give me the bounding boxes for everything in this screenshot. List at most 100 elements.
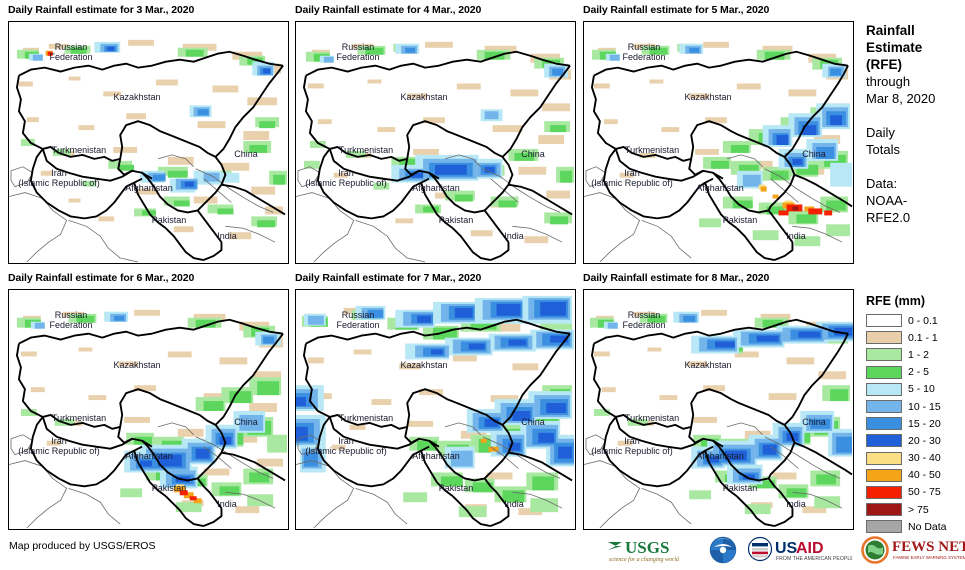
country-label-china: China — [802, 149, 826, 159]
map-credit: Map produced by USGS/EROS — [9, 540, 156, 552]
country-label-china: China — [234, 149, 258, 159]
country-borders — [296, 318, 573, 529]
map-panel-5-mar: Daily Rainfall estimate for 5 Mar., 2020 — [583, 4, 854, 264]
map-panel-8-mar: Daily Rainfall estimate for 8 Mar., 2020 — [583, 272, 854, 530]
legend-label: 40 - 50 — [908, 469, 941, 482]
sidebar-through-date: Mar 8, 2020 — [866, 91, 936, 106]
legend-item: 30 - 40 — [866, 450, 965, 467]
sidebar-data-line3: RFE2.0 — [866, 210, 911, 225]
country-label-turkmenistan: Turkmenistan — [338, 145, 394, 155]
legend-label: > 75 — [908, 503, 929, 516]
legend-swatch — [866, 451, 902, 465]
country-borders — [584, 318, 853, 529]
country-borders — [584, 50, 853, 263]
legend-label: 1 - 2 — [908, 348, 930, 361]
legend-item: 5 - 10 — [866, 381, 965, 398]
svg-text:US: US — [775, 540, 798, 557]
sidebar-title-line1: Rainfall — [866, 23, 915, 38]
country-label-iran: Iran (Islamic Republic of) — [18, 436, 100, 456]
map-frame[interactable]: Russian Federation Kazakhstan Turkmenista… — [583, 289, 854, 530]
legend-item: 10 - 15 — [866, 398, 965, 415]
country-label-afghanistan: Afghanistan — [696, 451, 744, 461]
sidebar-totals-line1: Daily — [866, 125, 895, 140]
legend-item: 0 - 0.1 — [866, 312, 965, 329]
svg-text:science for a changing world: science for a changing world — [609, 556, 680, 563]
country-label-india: India — [786, 231, 806, 241]
country-label-pakistan: Pakistan — [722, 483, 758, 493]
legend-label: 10 - 15 — [908, 400, 941, 413]
svg-text:FAMINE EARLY WARNING SYSTEMS N: FAMINE EARLY WARNING SYSTEMS NETWORK — [893, 555, 965, 560]
country-label-kazakhstan: Kazakhstan — [400, 92, 448, 102]
country-label-pakistan: Pakistan — [438, 215, 474, 225]
panel-title: Daily Rainfall estimate for 5 Mar., 2020 — [583, 4, 770, 16]
country-label-kazakhstan: Kazakhstan — [113, 92, 161, 102]
panel-title: Daily Rainfall estimate for 8 Mar., 2020 — [583, 272, 770, 284]
map-frame[interactable]: Russian Federation Kazakhstan Turkmenista… — [295, 289, 576, 530]
country-label-iran: Iran (Islamic Republic of) — [305, 436, 387, 456]
country-label-kazakhstan: Kazakhstan — [113, 360, 161, 370]
panel-title: Daily Rainfall estimate for 7 Mar., 2020 — [295, 272, 482, 284]
country-label-afghanistan: Afghanistan — [696, 183, 744, 193]
sidebar-spacer-2 — [866, 158, 965, 175]
legend-title: RFE (mm) — [866, 294, 926, 308]
country-label-afghanistan: Afghanistan — [412, 451, 460, 461]
map-frame[interactable]: Russian Federation Kazakhstan Turkmenista… — [295, 21, 576, 264]
legend-item: No Data — [866, 518, 965, 535]
country-label-pakistan: Pakistan — [151, 215, 187, 225]
legend-label: No Data — [908, 520, 947, 533]
sidebar-title-line3: (RFE) — [866, 57, 902, 72]
legend-label: 2 - 5 — [908, 366, 930, 379]
panel-title: Daily Rainfall estimate for 6 Mar., 2020 — [8, 272, 195, 284]
map-frame[interactable]: Russian Federation Kazakhstan Turkmenista… — [8, 21, 289, 264]
legend-item: 2 - 5 — [866, 364, 965, 381]
country-borders — [9, 318, 286, 529]
sidebar-data-line1: Data: — [866, 176, 898, 191]
country-label-kazakhstan: Kazakhstan — [684, 360, 732, 370]
usgs-logo[interactable]: USGS science for a changing world — [607, 537, 699, 568]
svg-text:AID: AID — [796, 540, 824, 557]
usaid-logo[interactable]: US AID FROM THE AMERICAN PEOPLE — [747, 536, 854, 569]
legend-item: 1 - 2 — [866, 346, 965, 363]
legend-label: 5 - 10 — [908, 383, 935, 396]
legend-swatch — [866, 348, 902, 362]
country-label-pakistan: Pakistan — [438, 483, 474, 493]
map-panel-7-mar: Daily Rainfall estimate for 7 Mar., 2020 — [295, 272, 576, 530]
country-label-iran: Iran (Islamic Republic of) — [305, 168, 387, 188]
legend-swatch — [866, 468, 902, 482]
country-label-china: China — [521, 417, 545, 427]
country-label-russian-federation: Russian Federation — [336, 310, 380, 330]
country-label-iran: Iran (Islamic Republic of) — [18, 168, 100, 188]
country-label-russian-federation: Russian Federation — [336, 42, 380, 62]
country-borders — [9, 50, 286, 263]
country-label-turkmenistan: Turkmenistan — [338, 413, 394, 423]
country-label-china: China — [802, 417, 826, 427]
map-frame[interactable]: Russian Federation Kazakhstan Turkmenista… — [583, 21, 854, 264]
legend-swatch — [866, 503, 902, 517]
country-label-india: India — [504, 499, 524, 509]
sidebar-through-label: through — [866, 74, 911, 89]
map-panel-3-mar: Daily Rainfall estimate for 3 Mar., 2020 — [8, 4, 289, 264]
country-label-pakistan: Pakistan — [151, 483, 187, 493]
map-frame[interactable]: Russian Federation Kazakhstan Turkmenista… — [8, 289, 289, 530]
map-panel-4-mar: Daily Rainfall estimate for 4 Mar., 2020 — [295, 4, 576, 264]
noaa-logo[interactable] — [708, 536, 738, 569]
country-label-afghanistan: Afghanistan — [412, 183, 460, 193]
legend-swatch — [866, 331, 902, 345]
fewsnet-logo[interactable]: FEWS NET FAMINE EARLY WARNING SYSTEMS NE… — [861, 536, 965, 569]
legend-item: > 75 — [866, 501, 965, 518]
country-label-india: India — [217, 499, 237, 509]
rfe-legend: RFE (mm) 0 - 0.1 0.1 - 1 1 - 2 2 - 5 5 - 10 1… — [866, 294, 965, 535]
legend-item: 40 - 50 — [866, 467, 965, 484]
country-label-india: India — [217, 231, 237, 241]
legend-swatch — [866, 434, 902, 448]
legend-swatch — [866, 314, 902, 328]
legend-label: 50 - 75 — [908, 486, 941, 499]
country-label-china: China — [521, 149, 545, 159]
country-label-russian-federation: Russian Federation — [49, 42, 93, 62]
country-label-russian-federation: Russian Federation — [622, 310, 666, 330]
legend-item: 15 - 20 — [866, 415, 965, 432]
country-label-turkmenistan: Turkmenistan — [51, 145, 107, 155]
country-label-india: India — [504, 231, 524, 241]
legend-label: 0.1 - 1 — [908, 331, 938, 344]
country-label-china: China — [234, 417, 258, 427]
